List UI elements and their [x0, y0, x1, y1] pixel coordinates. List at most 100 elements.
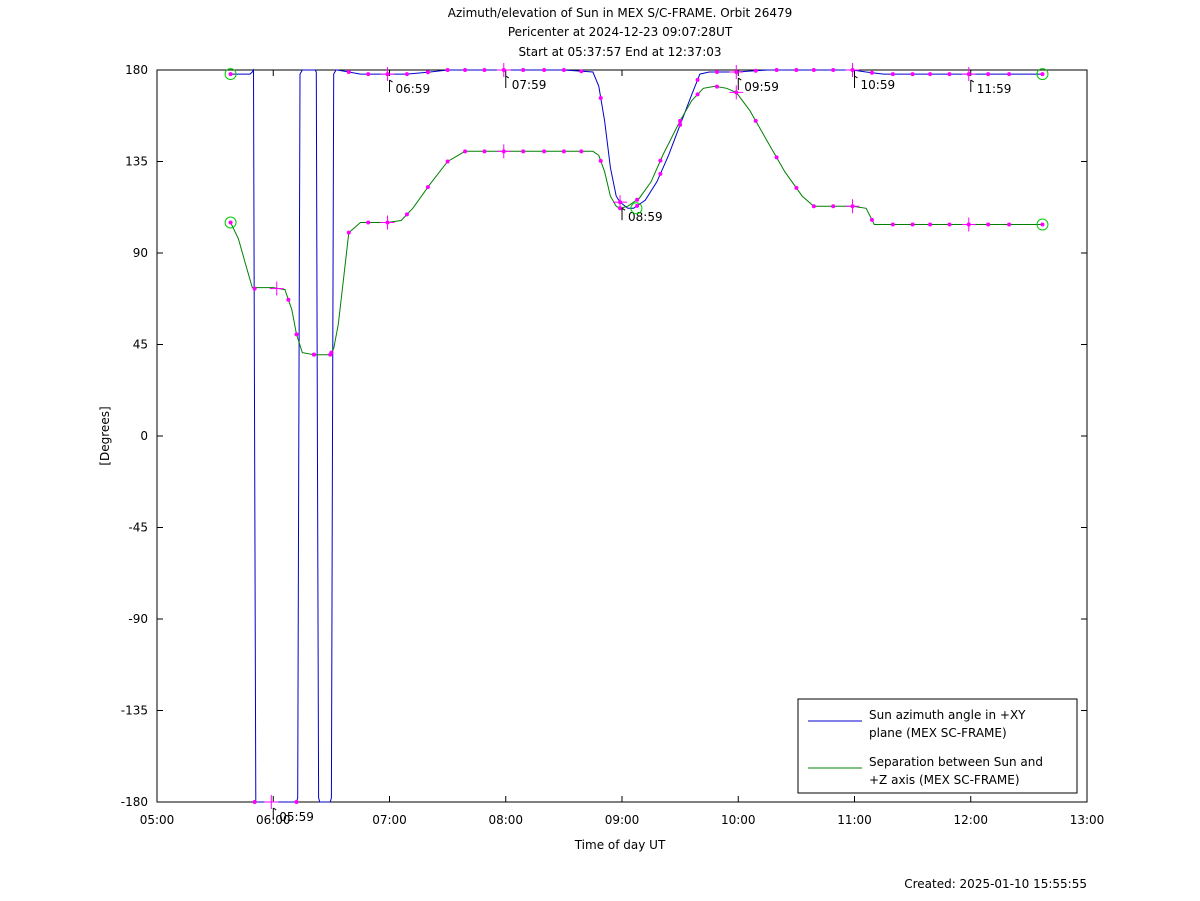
start-end-circle [224, 216, 237, 229]
separation-point [425, 185, 430, 190]
separation-point [794, 185, 799, 190]
separation-point [463, 149, 468, 154]
hour-tick-mark [621, 207, 626, 211]
hour-label: 10:59 [861, 78, 896, 92]
azimuth-point [521, 68, 526, 72]
y-tick-label: -180 [121, 795, 148, 809]
separation-point [635, 197, 640, 202]
x-axis-label: Time of day UT [574, 838, 666, 852]
x-tick-label: 08:00 [488, 813, 523, 827]
separation-point [774, 155, 779, 160]
legend-label: Separation between Sun and [869, 755, 1043, 769]
azimuth-point [346, 70, 351, 75]
y-tick-label: -45 [128, 521, 148, 535]
azimuth-point [463, 68, 468, 72]
separation-point [658, 158, 663, 163]
hour-tick-mark [970, 79, 975, 83]
azimuth-point [831, 68, 836, 72]
legend: Sun azimuth angle in +XY plane (MEX SC-FR… [797, 698, 1078, 794]
azimuth-point [542, 68, 547, 72]
separation-point [890, 222, 895, 227]
x-tick-label: 05:00 [140, 813, 175, 827]
hour-tick-mark [389, 79, 393, 83]
separation-point [228, 220, 233, 225]
azimuth-point [910, 72, 915, 77]
x-tick-label: 10:00 [721, 813, 756, 827]
title-line-2: Pericenter at 2024-12-23 09:07:28UT [508, 25, 733, 39]
start-end-circle [1036, 68, 1049, 81]
azimuth-point [445, 68, 450, 72]
separation-point [561, 149, 566, 154]
separation-point [579, 149, 584, 154]
azimuth-point [1007, 72, 1012, 77]
azimuth-point [294, 800, 299, 804]
start-end-circle [630, 202, 643, 215]
separation-point [869, 217, 874, 222]
azimuth-point [811, 68, 816, 72]
separation-point [1007, 222, 1012, 227]
separation-point [1040, 222, 1045, 227]
legend-label: +Z axis (MEX SC-FRAME) [869, 773, 1020, 787]
azimuth-point [1040, 72, 1045, 77]
separation-point [598, 158, 603, 163]
separation-point [986, 222, 991, 227]
separation-point [482, 149, 487, 154]
legend-box [797, 698, 1078, 794]
separation-point [445, 159, 450, 164]
azimuth-point [366, 72, 371, 77]
azimuth-point [869, 70, 874, 75]
y-tick-label: 90 [133, 246, 148, 260]
separation-point [910, 222, 915, 227]
title-line-1: Azimuth/elevation of Sun in MEX S/C-FRAM… [448, 6, 793, 20]
azimuth-point [658, 171, 663, 176]
created-timestamp: Created: 2025-01-10 15:55:55 [904, 877, 1087, 891]
start-end-circle [224, 68, 237, 81]
chart-title: Azimuth/elevation of Sun in MEX S/C-FRAM… [448, 6, 793, 59]
azimuth-point [794, 68, 799, 72]
separation-point [252, 286, 257, 291]
separation-point [542, 149, 547, 154]
azimuth-point [404, 72, 409, 77]
hour-label: 09:59 [744, 80, 779, 94]
axes: 05:00 06:00 07:00 08:00 09:00 10:00 11:00 12:00… [121, 63, 1105, 827]
separation-point [404, 212, 409, 217]
separation-point [346, 230, 351, 235]
separation-point [947, 222, 952, 227]
x-tick-label: 11:00 [837, 813, 872, 827]
azimuth-point [947, 72, 952, 77]
separation-point [311, 352, 316, 357]
y-tick-label: 180 [125, 63, 148, 77]
azimuth-point [774, 68, 779, 72]
azimuth-point [695, 77, 700, 82]
separation-point [328, 352, 333, 357]
separation-point [286, 297, 291, 302]
y-tick-label: 45 [133, 338, 148, 352]
azimuth-point [579, 69, 584, 74]
x-tick-label: 12:00 [953, 813, 988, 827]
legend-label: plane (MEX SC-FRAME) [869, 726, 1007, 740]
hour-label: 07:59 [512, 78, 547, 92]
x-tick-label: 13:00 [1070, 813, 1105, 827]
azimuth-point [425, 70, 430, 75]
plot-frame [156, 69, 1088, 803]
azimuth-point [986, 72, 991, 77]
hour-label: 05:59 [279, 810, 314, 824]
title-line-3: Start at 05:37:57 End at 12:37:03 [518, 45, 721, 59]
azimuth-point [890, 72, 895, 77]
azimuth-point [678, 122, 683, 127]
azimuth-point [714, 70, 719, 75]
separation-point [294, 332, 299, 337]
separation-point [928, 222, 933, 227]
y-tick-label: -90 [128, 612, 148, 626]
separation-series-line [230, 85, 1043, 356]
separation-point [366, 220, 371, 225]
separation-point [678, 118, 683, 123]
azimuth-point [928, 72, 933, 77]
azimuth-point [561, 68, 566, 72]
azimuth-point [598, 96, 603, 101]
separation-point [811, 204, 816, 209]
hour-tick-mark [854, 75, 858, 79]
y-tick-label: 0 [140, 429, 148, 443]
